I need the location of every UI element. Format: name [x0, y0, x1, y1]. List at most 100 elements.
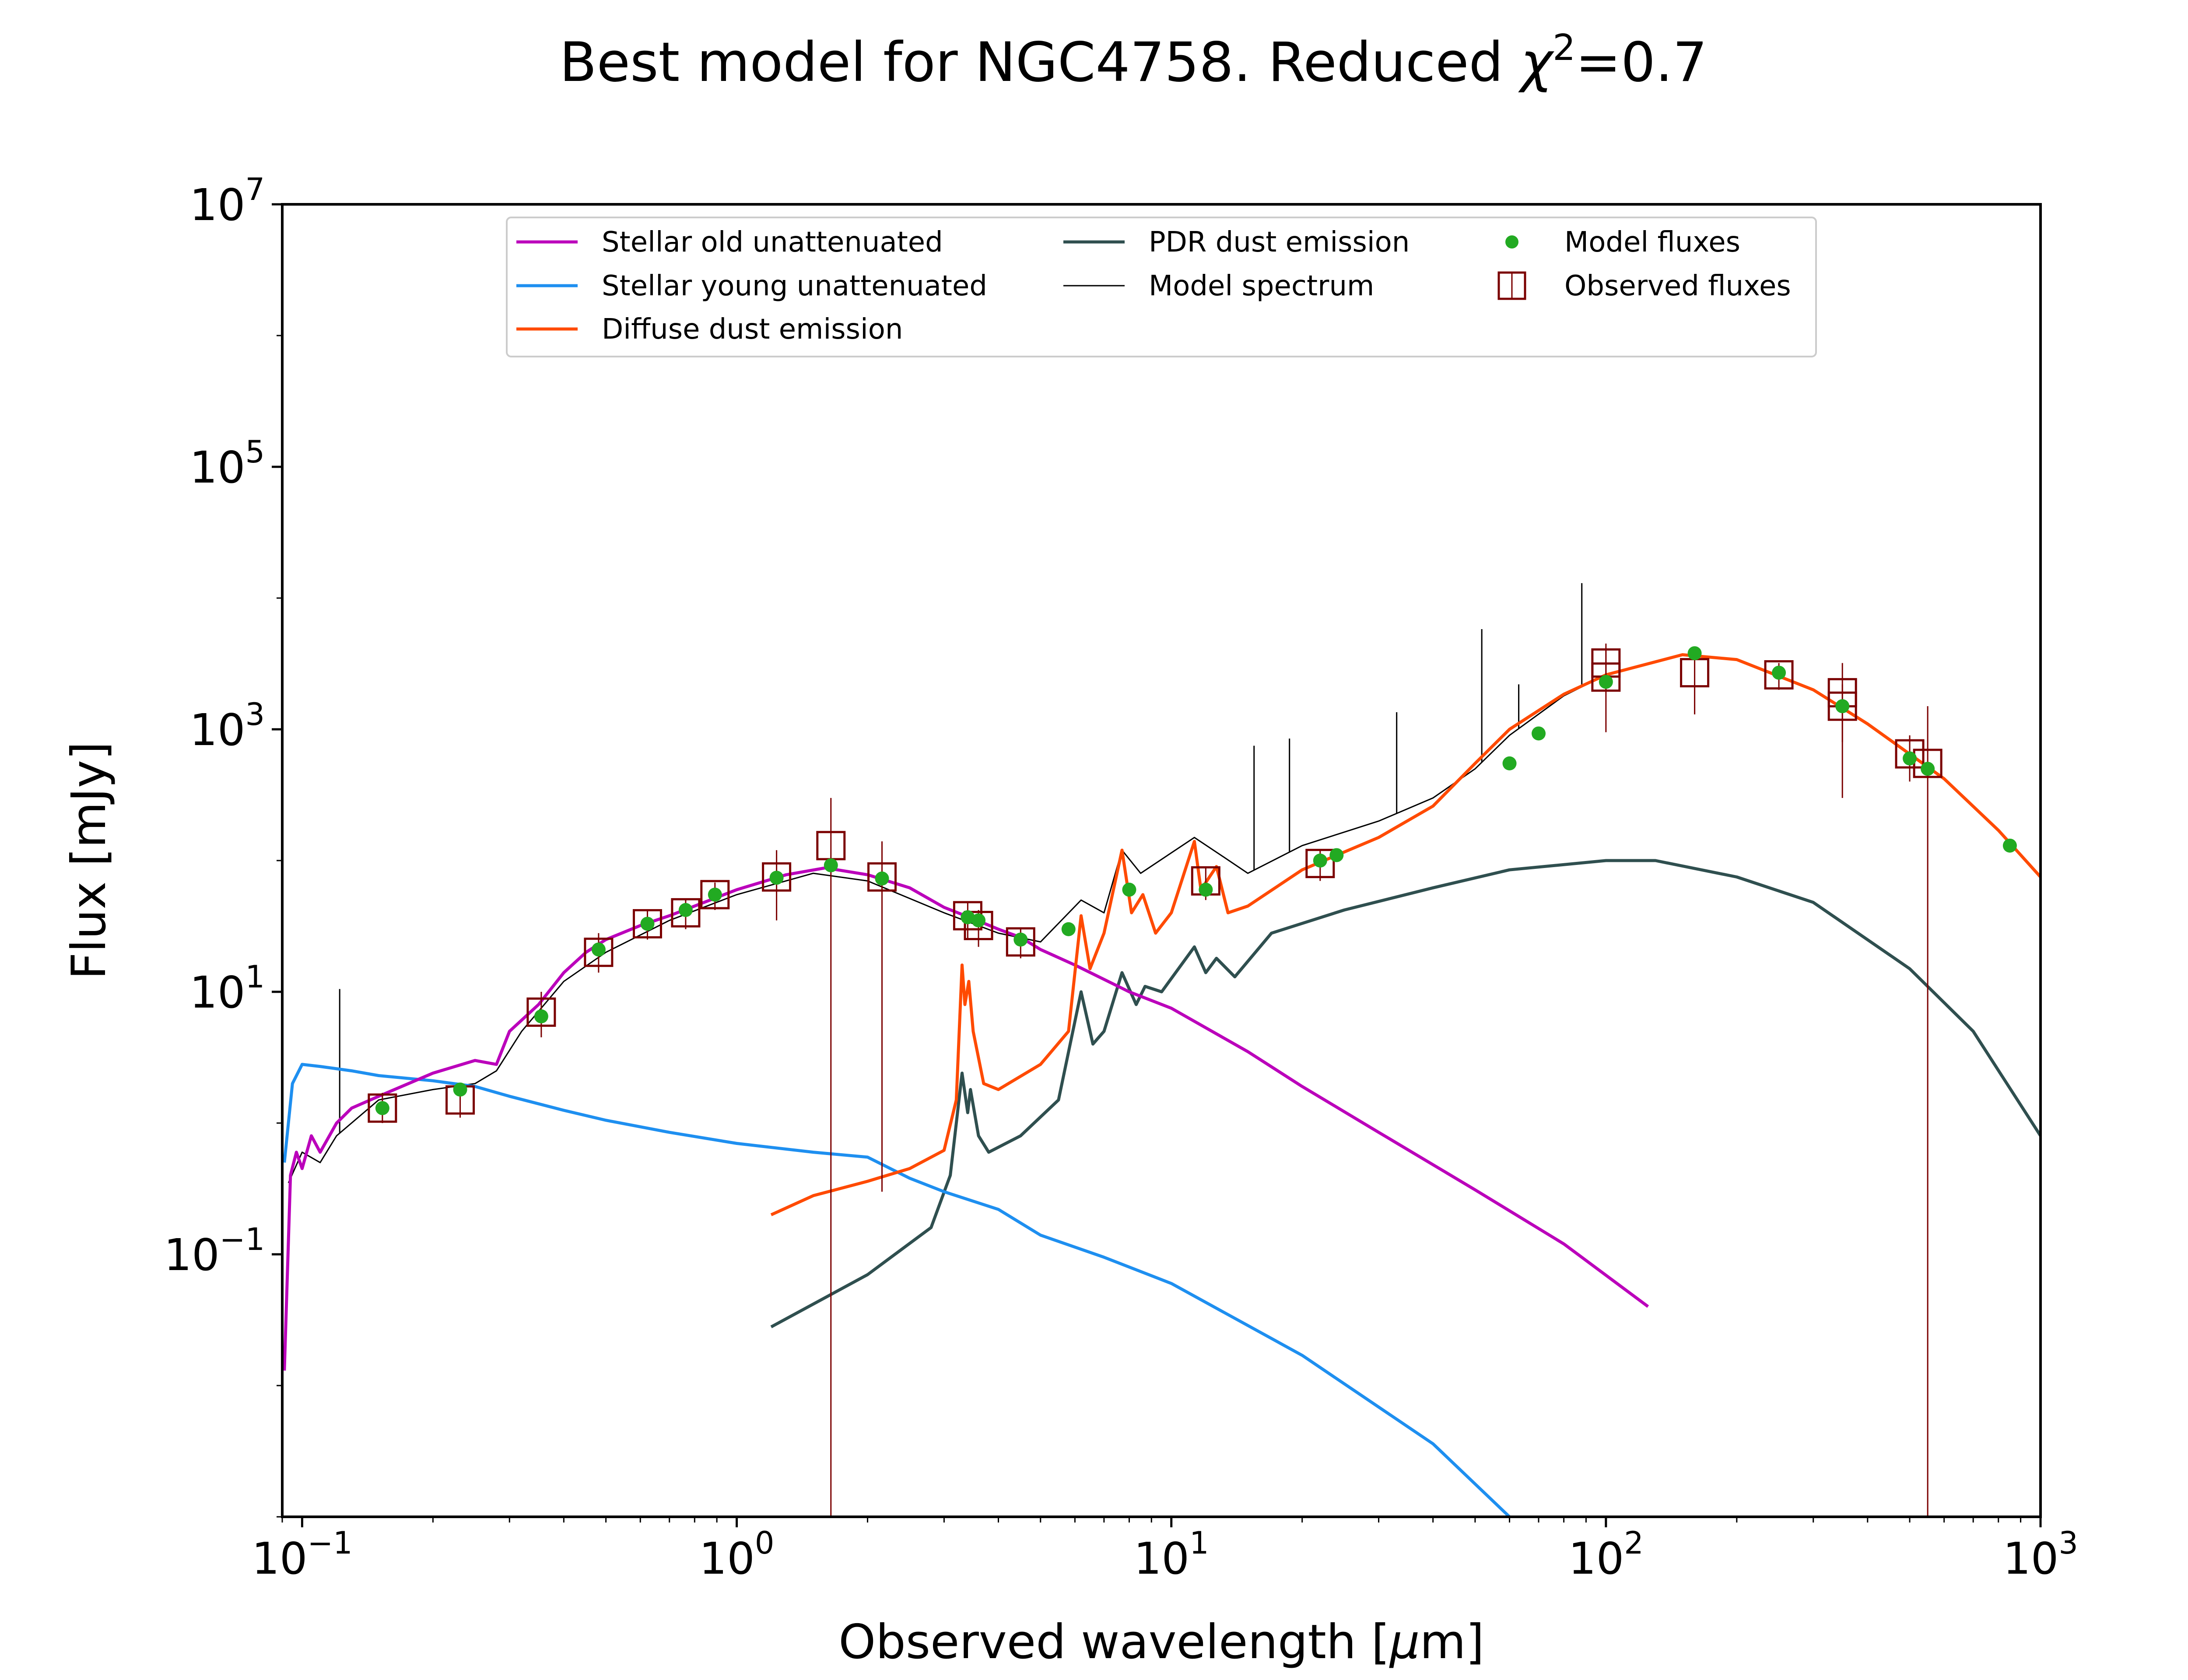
model-flux-point	[2002, 838, 2017, 853]
legend-dot-swatch	[1505, 235, 1518, 248]
observed-flux-marker	[1895, 739, 1925, 769]
y-tick-label-base: 10	[164, 1229, 220, 1281]
x-axis-label-main: Observed wavelength [	[838, 1615, 1390, 1670]
model-flux-point	[875, 872, 889, 886]
observed-flux-marker	[1006, 927, 1035, 957]
x-tick-label-base: 10	[1568, 1533, 1624, 1584]
y-tick-label-exponent: −1	[220, 1222, 265, 1257]
x-tick-label-exponent: 3	[2058, 1525, 2078, 1561]
observed-flux-marker	[1827, 691, 1857, 721]
x-axis-label-mu: μ	[1389, 1615, 1420, 1670]
legend-item-model-fluxes: Model fluxes	[1505, 226, 1740, 259]
model-flux-point	[1772, 665, 1786, 680]
legend-item-stellar-old-unattenuated: Stellar old unattenuated	[516, 226, 943, 259]
legend-label: Model spectrum	[1149, 270, 1374, 302]
observed-flux-marker	[867, 862, 897, 892]
series-line-pdr-dust-emission	[770, 859, 2041, 1328]
y-tick-label: 103	[189, 696, 265, 756]
observed-flux-marker	[526, 997, 556, 1027]
y-tick-label-exponent: 5	[245, 434, 265, 470]
model-flux-point	[453, 1082, 467, 1097]
observed-flux-marker	[584, 938, 614, 967]
y-tick-label: 105	[189, 434, 265, 493]
legend-frame	[506, 217, 1817, 357]
x-tick-label-exponent: 1	[1189, 1525, 1209, 1561]
model-flux-point	[1061, 922, 1076, 936]
y-tick-label-base: 10	[189, 967, 245, 1018]
y-tick-label-base: 10	[189, 704, 245, 756]
model-flux-point	[534, 1009, 548, 1024]
y-tick-label-base: 10	[189, 179, 245, 231]
model-flux-point	[640, 917, 655, 931]
legend-label: Stellar young unattenuated	[602, 270, 987, 302]
x-tick-label: 103	[2003, 1525, 2078, 1584]
model-flux-point	[1835, 699, 1850, 714]
series-line-diffuse-dust-emission	[770, 653, 2041, 1216]
model-flux-point	[708, 887, 722, 902]
y-tick-label: 101	[189, 959, 265, 1018]
y-tick-label: 107	[189, 172, 265, 231]
observed-flux-marker	[700, 880, 730, 910]
x-axis-label: Observed wavelength [μm]	[838, 1615, 1484, 1670]
observed-flux-marker	[1764, 660, 1794, 690]
model-flux-point	[591, 942, 606, 957]
x-axis-label-unit: m]	[1420, 1615, 1484, 1670]
legend-label: Model fluxes	[1564, 226, 1740, 259]
chart-title-chi: χ	[1518, 31, 1555, 94]
observed-flux-marker	[368, 1093, 397, 1123]
x-tick-label-exponent: 0	[755, 1525, 775, 1561]
observed-flux-marker	[762, 862, 792, 892]
model-flux-point	[1599, 675, 1613, 689]
model-flux-point	[1199, 882, 1213, 897]
legend-label: Stellar old unattenuated	[602, 226, 943, 259]
model-flux-point	[1502, 756, 1517, 770]
x-axis: 10−1 100 101 102 103	[252, 1517, 2078, 1584]
model-flux-point	[1329, 848, 1344, 862]
y-tick-label-base: 10	[189, 442, 245, 493]
legend-label: PDR dust emission	[1149, 226, 1410, 259]
y-axis-label: Flux [mJy]	[62, 742, 116, 980]
x-tick-label-base: 10	[252, 1533, 307, 1584]
y-tick-label: 10−1	[164, 1222, 265, 1281]
model-flux-point	[971, 913, 986, 928]
legend-item-diffuse-dust-emission: Diffuse dust emission	[516, 313, 903, 346]
legend-item-model-spectrum: Model spectrum	[1063, 270, 1374, 302]
series-line-stellar-old-unattenuated	[283, 866, 1649, 1371]
y-tick-label-exponent: 7	[245, 172, 265, 207]
x-tick-label: 102	[1568, 1525, 1644, 1584]
plot-area	[283, 583, 2041, 1517]
x-tick-label: 100	[699, 1525, 775, 1584]
observed-flux-marker	[1305, 849, 1335, 878]
model-flux-point	[678, 903, 693, 917]
model-flux-point	[1921, 762, 1935, 776]
x-tick-label-exponent: 2	[1624, 1525, 1644, 1561]
x-tick-label-base: 10	[2003, 1533, 2058, 1584]
chart-title-exponent: 2	[1553, 27, 1575, 69]
chart-title-main: Best model for NGC4758. Reduced	[560, 31, 1521, 94]
y-tick-label-exponent: 1	[245, 959, 265, 995]
legend: Stellar old unattenuated Stellar young un…	[506, 217, 1817, 357]
model-flux-point	[1532, 726, 1546, 741]
model-flux-point	[1013, 932, 1028, 947]
chart-title: Best model for NGC4758. Reduced χ2=0.7	[560, 27, 1708, 94]
observed-flux-marker	[964, 910, 993, 940]
y-tick-label-exponent: 3	[245, 696, 265, 732]
x-tick-label-exponent: −1	[307, 1525, 352, 1561]
model-flux-point	[1122, 882, 1136, 897]
series-line-stellar-young-unattenuated	[283, 1063, 1511, 1517]
x-tick-label: 101	[1134, 1525, 1209, 1584]
legend-label: Observed fluxes	[1564, 270, 1791, 302]
model-flux-point	[1903, 751, 1917, 766]
model-flux-point	[824, 858, 838, 872]
model-flux-point	[769, 871, 784, 885]
model-flux-point	[375, 1101, 389, 1115]
x-tick-label: 10−1	[252, 1525, 352, 1584]
model-flux-point	[961, 910, 975, 924]
legend-item-observed-fluxes: Observed fluxes	[1497, 270, 1791, 302]
model-flux-point	[1687, 646, 1702, 661]
observed-flux-marker	[632, 909, 662, 938]
x-tick-label-base: 10	[699, 1533, 755, 1584]
x-tick-label-base: 10	[1134, 1533, 1189, 1584]
